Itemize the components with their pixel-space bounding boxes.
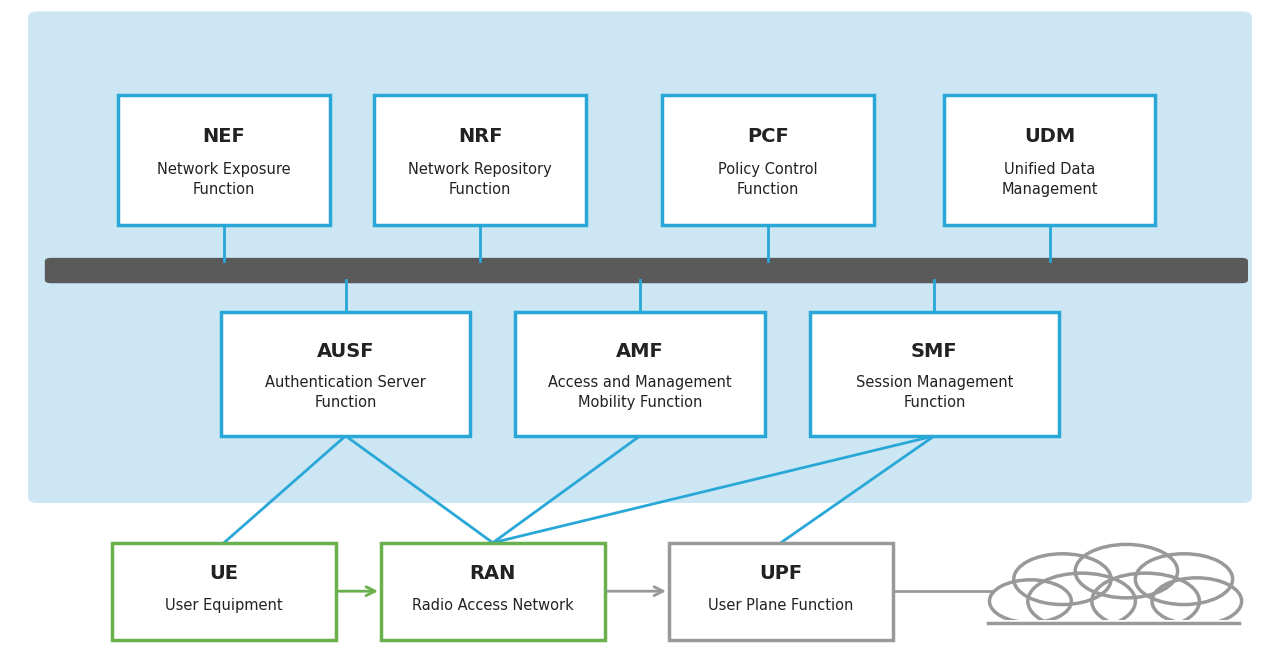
Text: User Equipment: User Equipment (165, 599, 283, 613)
Circle shape (989, 580, 1071, 623)
Text: Network Repository
Function: Network Repository Function (408, 162, 552, 197)
FancyBboxPatch shape (668, 542, 893, 640)
Text: Authentication Server
Function: Authentication Server Function (265, 375, 426, 410)
FancyBboxPatch shape (28, 11, 1252, 503)
Circle shape (1014, 554, 1111, 605)
FancyBboxPatch shape (374, 96, 586, 226)
FancyBboxPatch shape (221, 313, 471, 436)
Text: Session Management
Function: Session Management Function (856, 375, 1012, 410)
Circle shape (1152, 578, 1242, 625)
Text: AMF: AMF (616, 342, 664, 361)
Text: UPF: UPF (759, 564, 803, 583)
Text: PCF: PCF (748, 128, 788, 146)
FancyBboxPatch shape (943, 96, 1156, 226)
Text: Policy Control
Function: Policy Control Function (718, 162, 818, 197)
Text: AUSF: AUSF (317, 342, 374, 361)
FancyBboxPatch shape (381, 542, 604, 640)
FancyBboxPatch shape (663, 96, 874, 226)
Circle shape (1075, 544, 1178, 598)
Text: NRF: NRF (458, 128, 502, 146)
Text: Access and Management
Mobility Function: Access and Management Mobility Function (548, 375, 732, 410)
Text: User Plane Function: User Plane Function (708, 599, 854, 613)
Circle shape (1135, 554, 1233, 605)
Text: NEF: NEF (202, 128, 246, 146)
Circle shape (1092, 573, 1199, 629)
Text: Radio Access Network: Radio Access Network (412, 599, 573, 613)
FancyBboxPatch shape (809, 313, 1059, 436)
Text: Unified Data
Management: Unified Data Management (1001, 162, 1098, 197)
FancyBboxPatch shape (118, 96, 330, 226)
Circle shape (1028, 573, 1135, 629)
Text: UDM: UDM (1024, 128, 1075, 146)
Text: Network Exposure
Function: Network Exposure Function (157, 162, 291, 197)
Text: UE: UE (210, 564, 238, 583)
Bar (979, 620, 1254, 657)
Text: SMF: SMF (911, 342, 957, 361)
FancyBboxPatch shape (113, 542, 335, 640)
FancyBboxPatch shape (45, 258, 1248, 283)
FancyBboxPatch shape (515, 313, 765, 436)
Text: RAN: RAN (470, 564, 516, 583)
